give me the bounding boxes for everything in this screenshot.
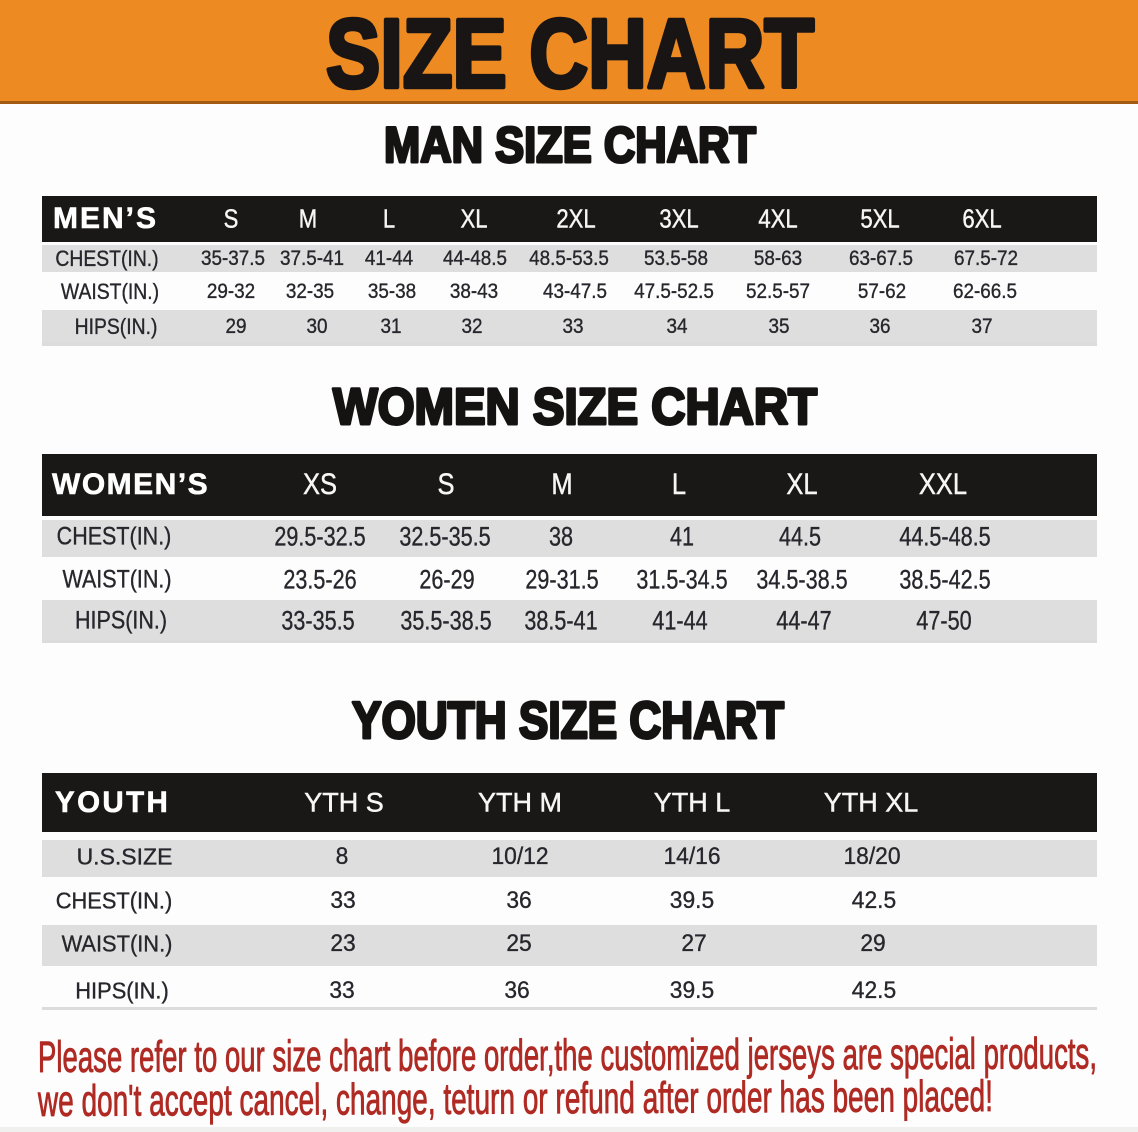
svg-text:WOMEN SIZE CHART: WOMEN SIZE CHART bbox=[333, 378, 817, 435]
svg-text:we don't accept cancel, change: we don't accept cancel, change, teturn o… bbox=[37, 1072, 993, 1126]
svg-text:YOUTH SIZE CHART: YOUTH SIZE CHART bbox=[352, 692, 784, 750]
svg-text:SIZE CHART: SIZE CHART bbox=[326, 0, 814, 108]
svg-text:MAN SIZE CHART: MAN SIZE CHART bbox=[384, 117, 756, 173]
svg-text:Please refer to our size chart: Please refer to our size chart before or… bbox=[38, 1029, 1097, 1082]
